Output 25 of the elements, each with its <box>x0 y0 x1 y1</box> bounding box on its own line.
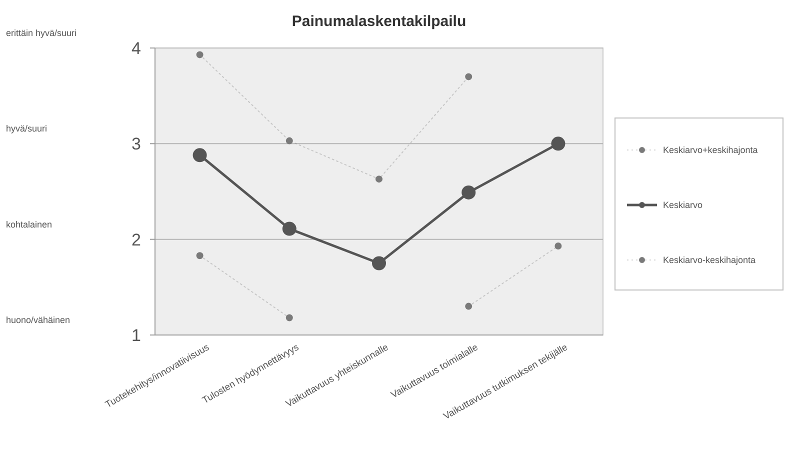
y-tick-label: 3 <box>132 134 141 154</box>
y-tick-label: 4 <box>132 38 141 58</box>
legend-label: Keskiarvo+keskihajonta <box>663 145 758 156</box>
text: huono/vähäinen <box>6 315 70 325</box>
legend-label: Keskiarvo-keskihajonta <box>663 255 756 266</box>
point <box>465 73 472 80</box>
point <box>196 252 204 260</box>
point <box>551 136 566 151</box>
point <box>372 256 386 270</box>
point <box>462 185 476 200</box>
point <box>192 148 207 162</box>
point <box>286 137 293 144</box>
point <box>465 302 472 310</box>
y-tick-label: 1 <box>132 326 141 345</box>
point <box>196 51 204 58</box>
point <box>554 242 562 250</box>
point <box>282 222 296 236</box>
point <box>286 314 293 322</box>
y-tick-label: 2 <box>132 230 141 250</box>
text: hyvä/suuri <box>6 124 48 134</box>
point <box>376 176 382 183</box>
text: kohtalainen <box>6 219 52 230</box>
chart-title: Painumalaskentakilpailu <box>292 13 466 30</box>
legend-label: Keskiarvo <box>663 200 703 210</box>
text: erittäin hyvä/suuri <box>6 28 77 38</box>
